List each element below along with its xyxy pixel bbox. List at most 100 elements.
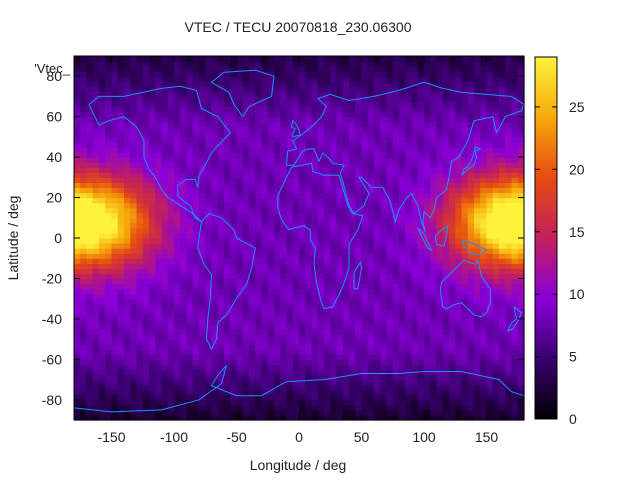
heatmap-cell	[80, 141, 88, 148]
heatmap-cell	[130, 162, 138, 168]
heatmap-cell	[161, 187, 169, 194]
heatmap-cell	[261, 71, 269, 77]
heatmap-cell	[92, 172, 100, 178]
heatmap-cell	[436, 404, 444, 411]
heatmap-cell	[349, 227, 356, 234]
heatmap-cell	[280, 339, 288, 345]
heatmap-cell	[442, 318, 450, 325]
heatmap-cell	[367, 404, 375, 411]
heatmap-cell	[436, 136, 444, 143]
heatmap-cell	[342, 141, 350, 148]
heatmap-cell	[380, 61, 388, 67]
heatmap-cell	[192, 409, 200, 416]
heatmap-cell	[74, 334, 81, 340]
heatmap-cell	[161, 61, 169, 67]
heatmap-cell	[324, 414, 331, 421]
heatmap-cell	[192, 182, 200, 189]
heatmap-cell	[111, 258, 119, 264]
heatmap-cell	[299, 278, 306, 285]
heatmap-cell	[155, 273, 163, 280]
heatmap-cell	[230, 232, 238, 239]
heatmap-cell	[361, 364, 369, 371]
heatmap-cell	[224, 248, 231, 254]
heatmap-cell	[392, 131, 400, 138]
heatmap-cell	[230, 288, 238, 295]
heatmap-cell	[349, 339, 356, 345]
heatmap-cell	[80, 409, 88, 416]
heatmap-cell	[299, 121, 306, 128]
heatmap-cell	[299, 106, 306, 113]
heatmap-cell	[342, 384, 350, 391]
heatmap-cell	[230, 404, 238, 411]
heatmap-cell	[399, 152, 406, 158]
heatmap-cell	[355, 136, 363, 143]
heatmap-cell	[224, 152, 231, 158]
heatmap-cell	[424, 116, 431, 123]
heatmap-cell	[255, 364, 263, 371]
heatmap-cell	[311, 86, 319, 92]
heatmap-cell	[411, 212, 419, 219]
heatmap-cell	[361, 111, 369, 118]
heatmap-cell	[130, 253, 138, 259]
heatmap-cell	[224, 56, 231, 62]
heatmap-cell	[436, 339, 444, 345]
heatmap-cell	[486, 76, 494, 82]
heatmap-cell	[267, 399, 275, 406]
heatmap-cell	[430, 323, 438, 330]
heatmap-cell	[449, 248, 456, 254]
heatmap-cell	[342, 217, 350, 224]
heatmap-cell	[192, 172, 200, 178]
heatmap-cell	[417, 404, 425, 411]
heatmap-cell	[167, 258, 175, 264]
heatmap-cell	[367, 167, 375, 173]
heatmap-cell	[242, 293, 250, 300]
heatmap-cell	[392, 167, 400, 173]
heatmap-cell	[242, 111, 250, 118]
heatmap-cell	[155, 354, 163, 360]
heatmap-cell	[124, 409, 131, 416]
heatmap-cell	[255, 399, 263, 406]
heatmap-cell	[80, 56, 88, 62]
heatmap-cell	[117, 313, 125, 320]
heatmap-cell	[167, 136, 175, 143]
heatmap-cell	[292, 268, 300, 274]
heatmap-cell	[86, 268, 94, 274]
heatmap-cell	[117, 399, 125, 406]
heatmap-cell	[430, 394, 438, 401]
heatmap-cell	[211, 293, 219, 300]
heatmap-cell	[330, 298, 338, 305]
heatmap-cell	[111, 318, 119, 325]
heatmap-cell	[174, 339, 181, 345]
heatmap-cell	[149, 323, 156, 330]
heatmap-cell	[442, 152, 450, 158]
heatmap-cell	[317, 404, 325, 411]
heatmap-cell	[274, 414, 281, 421]
heatmap-cell	[274, 106, 281, 113]
heatmap-cell	[136, 202, 144, 209]
heatmap-cell	[474, 329, 481, 335]
heatmap-cell	[136, 389, 144, 396]
heatmap-cell	[386, 172, 394, 178]
heatmap-cell	[449, 258, 456, 264]
heatmap-cell	[492, 409, 500, 416]
heatmap-cell	[311, 61, 319, 67]
heatmap-cell	[224, 364, 231, 371]
heatmap-cell	[361, 212, 369, 219]
heatmap-cell	[361, 248, 369, 254]
heatmap-cell	[430, 227, 438, 234]
heatmap-cell	[86, 147, 94, 153]
heatmap-cell	[105, 354, 113, 360]
heatmap-cell	[230, 182, 238, 189]
heatmap-cell	[367, 96, 375, 103]
heatmap-cell	[461, 172, 469, 178]
heatmap-cell	[92, 197, 100, 204]
heatmap-cell	[330, 91, 338, 98]
heatmap-cell	[492, 329, 500, 335]
heatmap-cell	[186, 167, 194, 173]
heatmap-cell	[236, 313, 244, 320]
heatmap-cell	[242, 232, 250, 239]
heatmap-cell	[499, 268, 506, 274]
heatmap-cell	[80, 182, 88, 189]
heatmap-cell	[355, 238, 363, 244]
heatmap-cell	[192, 61, 200, 67]
